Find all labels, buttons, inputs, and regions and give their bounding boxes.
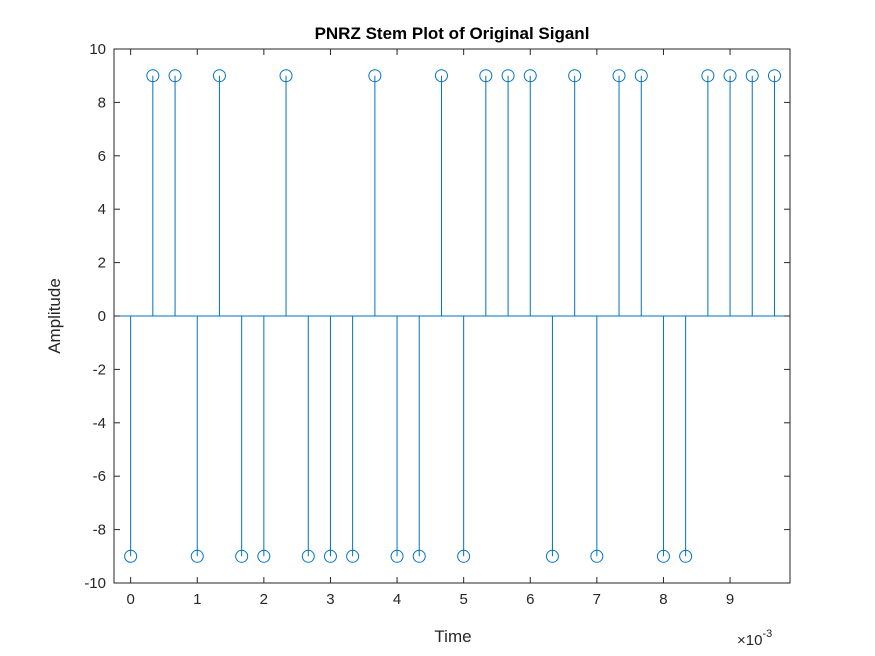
y-tick-label: 2: [98, 255, 106, 272]
stem-marker: [323, 549, 337, 563]
stem-marker: [146, 69, 160, 83]
stem-marker: [723, 69, 737, 83]
stem-marker: [257, 549, 271, 563]
y-axis-ticks: 10 8 6 4 2 0 -2 -4 -6 -8 -10: [84, 41, 790, 592]
stem-marker: [523, 69, 537, 83]
stem-marker: [656, 549, 670, 563]
stem-marker: [745, 69, 759, 83]
stem-marker: [412, 549, 426, 563]
stem-marker: [390, 549, 404, 563]
x-multiplier-base: ×10: [737, 632, 762, 649]
stem-marker: [457, 549, 471, 563]
stem-marker: [235, 549, 249, 563]
stem-marker: [434, 69, 448, 83]
x-tick-label: 4: [393, 591, 401, 608]
y-tick-label: 10: [89, 41, 106, 58]
y-axis-label: Amplitude: [45, 278, 64, 354]
y-tick-label: -6: [93, 468, 106, 485]
y-tick-label: -8: [93, 522, 106, 539]
x-multiplier-exponent: -3: [762, 628, 772, 640]
x-tick-label: 1: [193, 591, 201, 608]
stem-marker: [301, 549, 315, 563]
x-tick-label: 8: [659, 591, 667, 608]
stem-marker: [590, 549, 604, 563]
x-tick-label: 2: [260, 591, 268, 608]
y-tick-label: 0: [98, 308, 106, 325]
stem-marker: [501, 69, 515, 83]
x-tick-label: 0: [126, 591, 134, 608]
x-axis-multiplier: ×10-3: [737, 628, 772, 649]
y-tick-label: -2: [93, 361, 106, 378]
stem-marker: [168, 69, 182, 83]
stem-marker: [479, 69, 493, 83]
chart-title: PNRZ Stem Plot of Original Siganl: [315, 24, 590, 43]
stem-marker: [212, 69, 226, 83]
stem-marker: [612, 69, 626, 83]
stem-marker: [545, 549, 559, 563]
stem-marker: [634, 69, 648, 83]
x-axis-ticks: 0 1 2 3 4 5 6 7 8 9: [126, 49, 734, 608]
y-tick-label: -4: [93, 415, 106, 432]
stem-marker: [279, 69, 293, 83]
stem-marker: [368, 69, 382, 83]
x-axis-label: Time: [434, 627, 471, 646]
stem-marker: [124, 549, 138, 563]
x-tick-label: 3: [326, 591, 334, 608]
x-tick-label: 7: [593, 591, 601, 608]
x-tick-label: 9: [726, 591, 734, 608]
stem-marker: [346, 549, 360, 563]
stem-series: [124, 69, 781, 563]
y-tick-label: 4: [98, 201, 106, 218]
stem-marker: [190, 549, 204, 563]
y-tick-label: 6: [98, 148, 106, 165]
y-tick-label: -10: [84, 575, 106, 592]
y-tick-label: 8: [98, 94, 106, 111]
x-tick-label: 5: [459, 591, 467, 608]
stem-marker: [679, 549, 693, 563]
stem-marker: [701, 69, 715, 83]
x-tick-label: 6: [526, 591, 534, 608]
stem-marker: [568, 69, 582, 83]
stem-marker: [767, 69, 781, 83]
